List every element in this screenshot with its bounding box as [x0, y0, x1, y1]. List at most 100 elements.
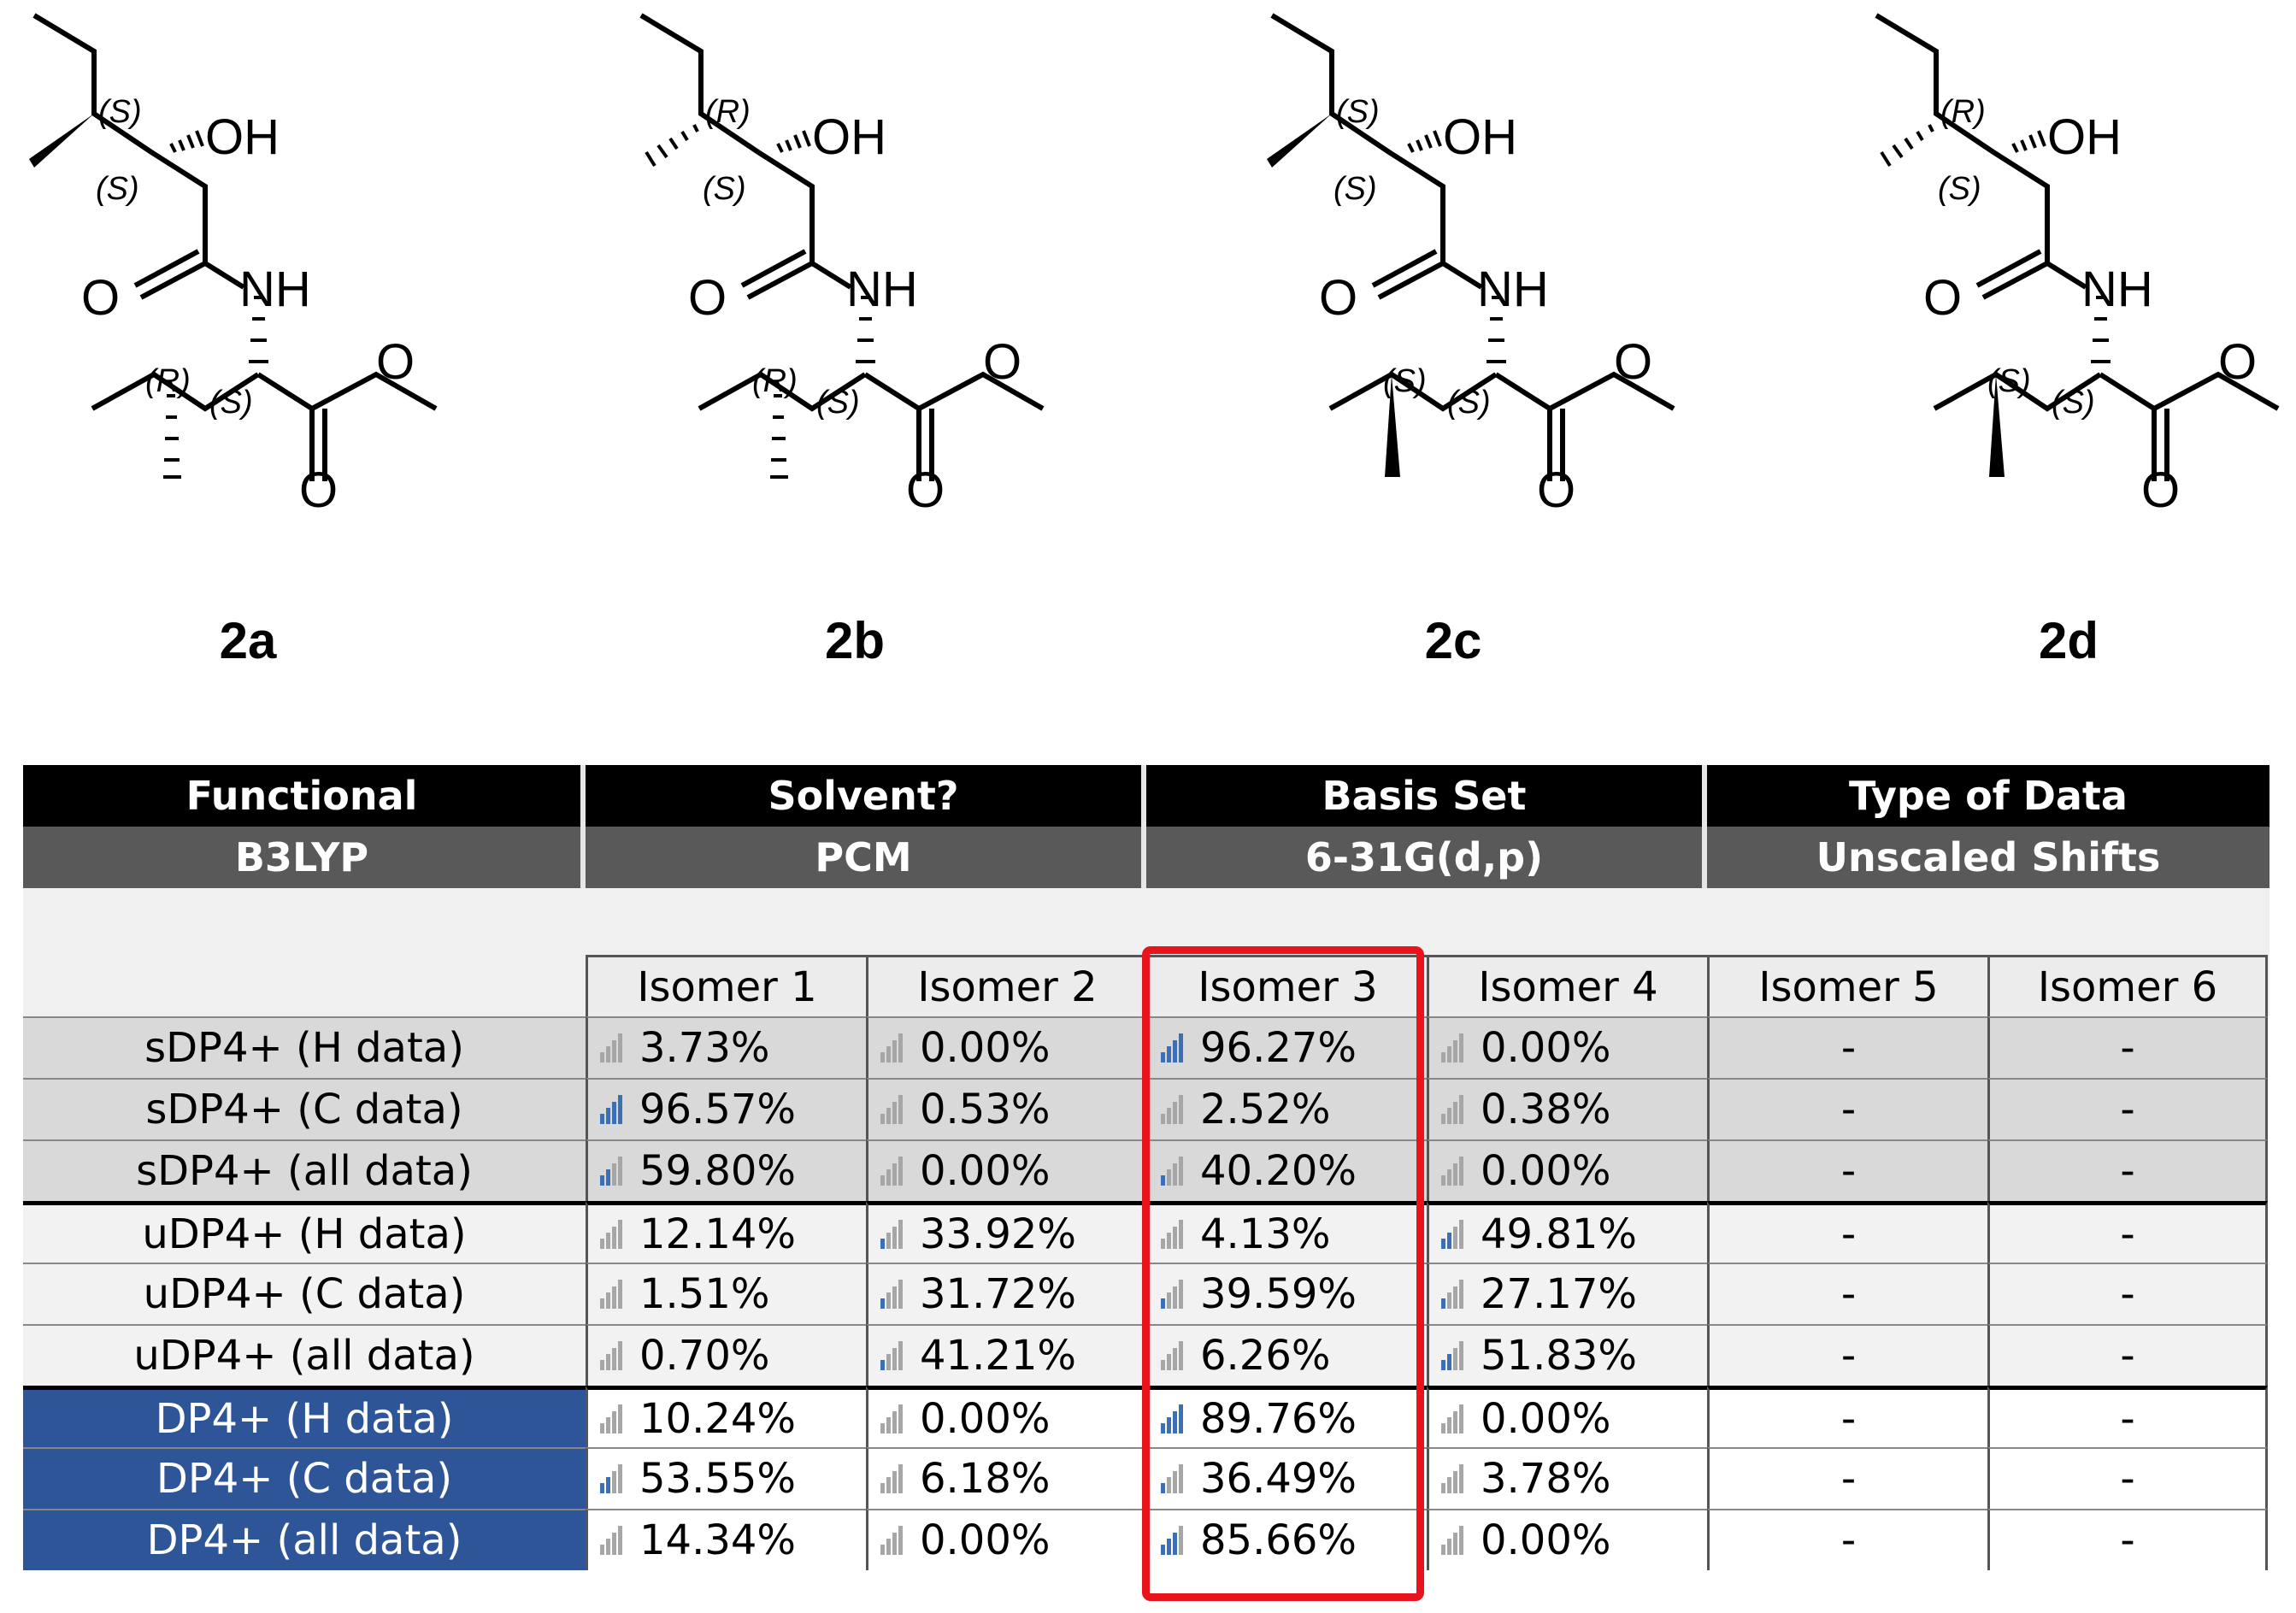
probability-cell: - [1987, 1201, 2268, 1263]
compound-label-2b: 2b [824, 612, 886, 669]
probability-value: 39.59% [1200, 1270, 1357, 1318]
bar-gauge-icon [1441, 1280, 1465, 1309]
dp4-results-table: Functional Solvent? Basis Set Type of Da… [23, 765, 2270, 1570]
header-type-of-data: Type of Data [1707, 765, 2270, 827]
carbonyl-oxygen-label: O [1923, 270, 1962, 326]
row-label: sDP4+ (C data) [23, 1078, 586, 1139]
probability-value: - [1840, 1270, 1857, 1318]
probability-value: 89.76% [1200, 1394, 1357, 1443]
probability-cell: 0.70% [586, 1324, 866, 1386]
probability-value: 1.51% [639, 1270, 770, 1318]
table-row: DP4+ (H data) 10.24% 0.00% 89.76% 0.00% - - [23, 1386, 2270, 1447]
bar-gauge-icon [600, 1280, 624, 1309]
stereo-label: (S) [816, 385, 860, 421]
bar-gauge-icon [600, 1341, 624, 1370]
row-label: uDP4+ (all data) [23, 1324, 586, 1386]
amide-nh-label: NH [2081, 262, 2153, 317]
ester-carbonyl-oxygen-label: O [906, 462, 945, 518]
probability-cell: 59.80% [586, 1139, 866, 1201]
probability-cell: 40.20% [1146, 1139, 1427, 1201]
probability-cell: - [1707, 1447, 1987, 1509]
isomer-header: Isomer 3 [1146, 955, 1427, 1016]
probability-cell: - [1987, 1447, 2268, 1509]
bar-gauge-icon [1161, 1033, 1185, 1063]
probability-cell: 0.38% [1427, 1078, 1707, 1139]
probability-cell: 96.57% [586, 1078, 866, 1139]
probability-cell: 2.52% [1146, 1078, 1427, 1139]
corner-cell [23, 955, 586, 1016]
bar-gauge-icon [880, 1280, 904, 1309]
ester-carbonyl-oxygen-label: O [1537, 462, 1575, 518]
probability-cell: 0.00% [1427, 1139, 1707, 1201]
header-solvent: Solvent? [586, 765, 1146, 827]
probability-value: 4.13% [1200, 1210, 1331, 1258]
bar-gauge-icon [1441, 1219, 1465, 1249]
bar-gauge-icon [880, 1033, 904, 1063]
structure-2b [641, 15, 1043, 481]
probability-cell: 0.00% [1427, 1016, 1707, 1078]
probability-cell: 0.00% [866, 1509, 1146, 1570]
probability-value: 36.49% [1200, 1455, 1357, 1503]
ester-oxygen-label: O [2218, 334, 2257, 390]
probability-value: 0.00% [1481, 1394, 1611, 1443]
stereo-label: (R) [145, 363, 191, 399]
probability-cell: 49.81% [1427, 1201, 1707, 1263]
probability-cell: 53.55% [586, 1447, 866, 1509]
hydroxyl-label: OH [2047, 109, 2122, 165]
probability-cell: 31.72% [866, 1263, 1146, 1324]
bar-gauge-icon [1441, 1157, 1465, 1186]
bar-gauge-icon [1441, 1033, 1465, 1063]
probability-value: 6.26% [1200, 1332, 1331, 1380]
probability-cell: 6.18% [866, 1447, 1146, 1509]
probability-cell: 33.92% [866, 1201, 1146, 1263]
bar-gauge-icon [600, 1095, 624, 1124]
table-row: uDP4+ (all data) 0.70% 41.21% 6.26% 51.83% - - [23, 1324, 2270, 1386]
stereo-label: (S) [1938, 171, 1981, 207]
isomer-header: Isomer 1 [586, 955, 866, 1016]
probability-cell: 3.73% [586, 1016, 866, 1078]
probability-cell: 14.34% [586, 1509, 866, 1570]
stereo-label: (S) [209, 385, 253, 421]
stereo-label: (R) [1940, 94, 1986, 130]
hydroxyl-label: OH [812, 109, 886, 165]
probability-value: 0.00% [1481, 1147, 1611, 1195]
probability-value: - [2120, 1024, 2135, 1072]
probability-value: 0.53% [920, 1086, 1051, 1133]
probability-cell: 36.49% [1146, 1447, 1427, 1509]
hydroxyl-label: OH [1443, 109, 1517, 165]
probability-value: 59.80% [639, 1147, 797, 1195]
probability-cell: 0.00% [1427, 1509, 1707, 1570]
probability-value: 0.00% [920, 1024, 1051, 1072]
probability-rows: sDP4+ (H data) 3.73% 0.00% 96.27% 0.00% - - sDP… [23, 1016, 2270, 1570]
ester-oxygen-label: O [983, 334, 1021, 390]
stereo-label: (S) [1447, 385, 1491, 421]
probability-value: 33.92% [920, 1210, 1077, 1258]
header-basis-set: Basis Set [1146, 765, 1707, 827]
row-label: sDP4+ (all data) [23, 1139, 586, 1201]
probability-value: - [1840, 1394, 1857, 1443]
probability-value: 0.00% [920, 1147, 1051, 1195]
probability-cell: - [1707, 1078, 1987, 1139]
probability-cell: 4.13% [1146, 1201, 1427, 1263]
probability-cell: - [1987, 1139, 2268, 1201]
bar-gauge-icon [600, 1033, 624, 1063]
carbonyl-oxygen-label: O [81, 270, 120, 326]
bar-gauge-icon [880, 1404, 904, 1433]
bar-gauge-icon [1441, 1095, 1465, 1124]
bar-gauge-icon [1441, 1526, 1465, 1555]
row-label: DP4+ (all data) [23, 1509, 586, 1570]
probability-cell: - [1707, 1509, 1987, 1570]
ester-oxygen-label: O [376, 334, 415, 390]
compound-label-2c: 2c [1424, 612, 1482, 669]
bar-gauge-icon [1441, 1404, 1465, 1433]
bar-gauge-icon [600, 1219, 624, 1249]
header-functional: Functional [23, 765, 586, 827]
stereo-label: (S) [1336, 94, 1380, 130]
table-row: DP4+ (C data) 53.55% 6.18% 36.49% 3.78% - - [23, 1447, 2270, 1509]
table-row: uDP4+ (C data) 1.51% 31.72% 39.59% 27.17% - - [23, 1263, 2270, 1324]
probability-cell: - [1987, 1509, 2268, 1570]
probability-value: - [1840, 1147, 1857, 1195]
amide-nh-label: NH [239, 262, 311, 317]
probability-value: 0.00% [920, 1394, 1051, 1443]
ester-carbonyl-oxygen-label: O [2141, 462, 2180, 518]
